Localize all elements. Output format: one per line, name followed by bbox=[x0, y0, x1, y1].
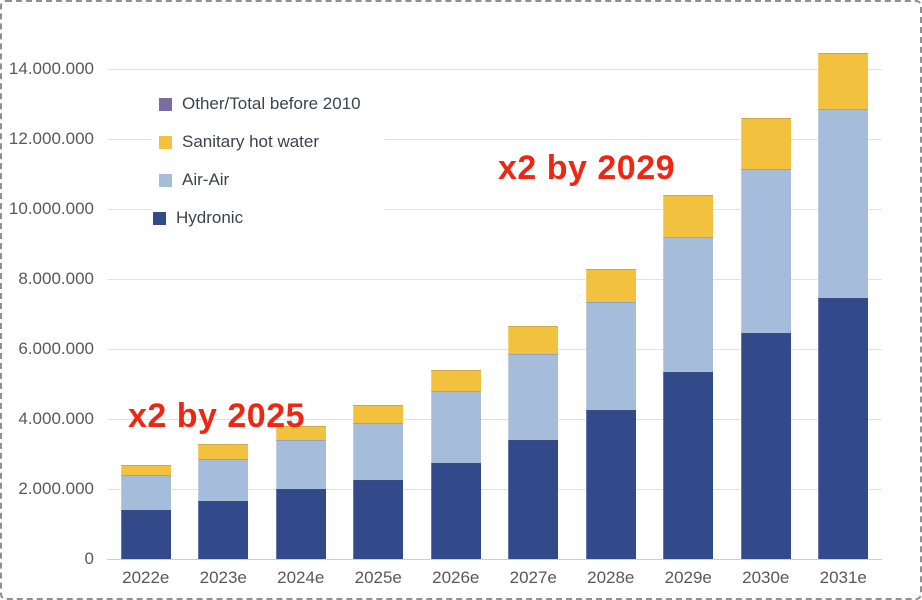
legend: Other/Total before 2010 Sanitary hot wate… bbox=[151, 85, 385, 237]
gridline bbox=[107, 138, 882, 140]
bar-segment-hydronic-2024e bbox=[275, 489, 326, 559]
legend-item-sanitary-hot-water: Sanitary hot water bbox=[151, 123, 385, 161]
bar-segment-air-air-2028e bbox=[585, 301, 636, 411]
y-tick-label: 10.000.000 bbox=[8, 199, 94, 218]
legend-label: Other/Total before 2010 bbox=[182, 94, 361, 113]
bar-segment-sanitary-hot-water-2026e bbox=[430, 370, 481, 391]
x-tick-label: 2022e bbox=[122, 568, 170, 587]
bar-segment-air-air-2031e bbox=[818, 109, 869, 299]
gridline bbox=[107, 278, 882, 280]
y-tick-label: 0 bbox=[84, 549, 94, 568]
legend-label: Air-Air bbox=[182, 170, 230, 189]
legend-swatch-icon bbox=[159, 135, 172, 149]
y-tick-label: 6.000.000 bbox=[18, 339, 94, 358]
bar-segment-hydronic-2027e bbox=[508, 440, 559, 559]
bar-segment-hydronic-2030e bbox=[740, 333, 791, 559]
bar-segment-air-air-2027e bbox=[508, 354, 559, 440]
x-tick-label: 2027e bbox=[509, 568, 557, 587]
bar-segment-hydronic-2025e bbox=[353, 480, 404, 559]
bar-segment-air-air-2025e bbox=[353, 422, 404, 481]
x-tick-label: 2026e bbox=[432, 568, 480, 587]
bar-segment-sanitary-hot-water-2030e bbox=[740, 118, 791, 169]
bar-segment-air-air-2026e bbox=[430, 391, 481, 463]
bar-segment-sanitary-hot-water-2028e bbox=[585, 268, 636, 302]
legend-swatch-icon bbox=[159, 97, 172, 111]
y-tick-label: 12.000.000 bbox=[8, 129, 94, 148]
bar-segment-air-air-2023e bbox=[198, 459, 249, 502]
y-tick-label: 14.000.000 bbox=[8, 59, 94, 78]
gridline bbox=[107, 68, 882, 70]
bar-segment-hydronic-2023e bbox=[198, 501, 249, 559]
x-axis-line bbox=[107, 558, 882, 560]
gridline bbox=[107, 208, 882, 210]
x-tick-label: 2024e bbox=[277, 568, 325, 587]
gridline bbox=[107, 488, 882, 490]
bar-segment-sanitary-hot-water-2022e bbox=[120, 464, 171, 475]
bar-segment-air-air-2024e bbox=[275, 440, 326, 489]
bar-segment-hydronic-2026e bbox=[430, 462, 481, 559]
y-tick-label: 8.000.000 bbox=[18, 269, 94, 288]
bar-segment-air-air-2029e bbox=[663, 237, 714, 372]
bar-segment-hydronic-2022e bbox=[120, 510, 171, 559]
x-tick-label: 2029e bbox=[664, 568, 712, 587]
bar-segment-sanitary-hot-water-2024e bbox=[275, 426, 326, 440]
x-tick-label: 2028e bbox=[587, 568, 635, 587]
legend-swatch-icon bbox=[159, 173, 172, 187]
annotation-x2-by-2025: x2 by 2025 bbox=[128, 397, 306, 435]
bar-segment-air-air-2030e bbox=[740, 168, 791, 334]
y-tick-label: 2.000.000 bbox=[18, 479, 94, 498]
legend-label: Sanitary hot water bbox=[182, 132, 320, 151]
bar-segment-hydronic-2029e bbox=[663, 371, 714, 559]
bar-segment-sanitary-hot-water-2025e bbox=[353, 405, 404, 423]
y-tick-label: 4.000.000 bbox=[18, 409, 94, 428]
x-tick-label: 2025e bbox=[354, 568, 402, 587]
legend-item-air-air: Air-Air bbox=[151, 161, 385, 199]
bar-segment-air-air-2022e bbox=[120, 475, 171, 510]
legend-item-other-total-before-2010: Other/Total before 2010 bbox=[151, 85, 385, 123]
gridline bbox=[107, 418, 882, 420]
legend-label: Hydronic bbox=[176, 208, 244, 227]
legend-item-hydronic: Hydronic bbox=[151, 199, 385, 237]
bar-segment-sanitary-hot-water-2027e bbox=[508, 326, 559, 355]
bar-segment-sanitary-hot-water-2023e bbox=[198, 443, 249, 460]
x-tick-label: 2031e bbox=[819, 568, 867, 587]
bar-segment-sanitary-hot-water-2031e bbox=[818, 53, 869, 110]
bar-segment-hydronic-2028e bbox=[585, 410, 636, 559]
bar-segment-sanitary-hot-water-2029e bbox=[663, 195, 714, 237]
x-tick-label: 2023e bbox=[199, 568, 247, 587]
gridline bbox=[107, 348, 882, 350]
legend-swatch-icon bbox=[153, 211, 166, 225]
annotation-x2-by-2029: x2 by 2029 bbox=[498, 149, 676, 187]
x-tick-label: 2030e bbox=[742, 568, 790, 587]
bar-segment-hydronic-2031e bbox=[818, 298, 869, 559]
